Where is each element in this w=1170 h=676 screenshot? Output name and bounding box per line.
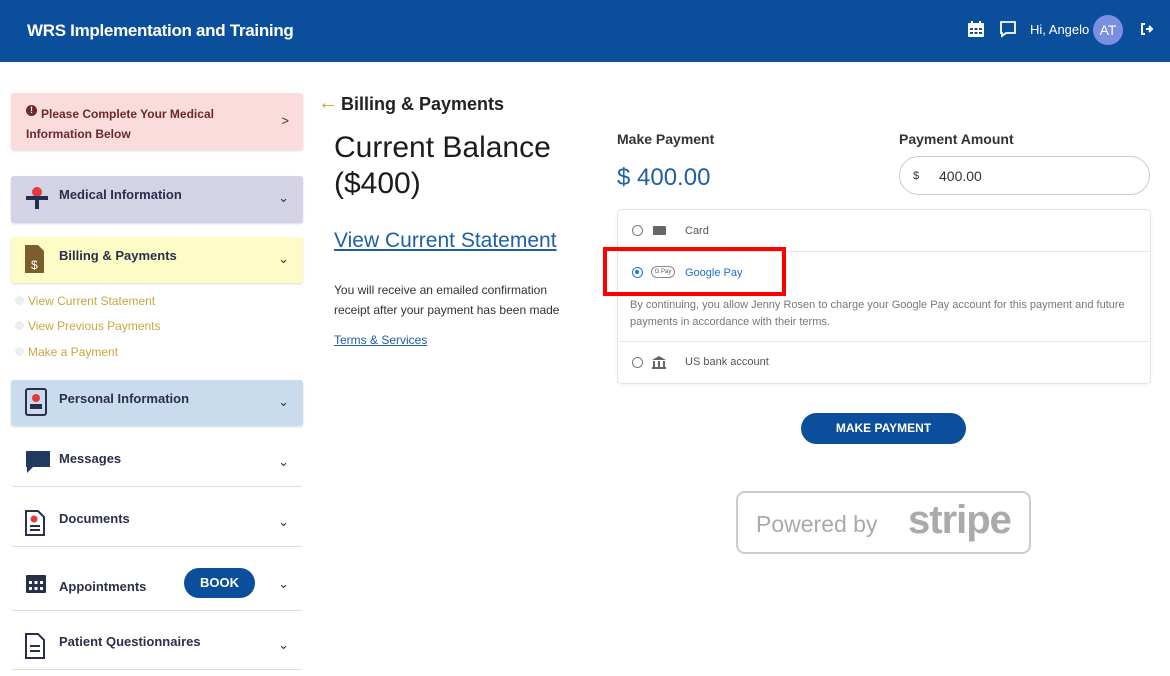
sidebar-item-label: Appointments: [59, 579, 147, 594]
sidebar-item-label: Documents: [59, 511, 130, 526]
make-payment-button[interactable]: MAKE PAYMENT: [801, 413, 966, 444]
currency-prefix: $: [913, 170, 920, 182]
chat-icon[interactable]: [999, 20, 1017, 38]
chevron-down-icon: ⌄: [278, 394, 289, 409]
sidebar-item-label: Personal Information: [59, 391, 190, 406]
sidebar-item-label: Billing & Payments: [59, 248, 177, 263]
card-radio[interactable]: [632, 225, 643, 236]
card-icon: [653, 226, 666, 235]
powered-by-text: Powered by: [756, 511, 878, 537]
contact-book-icon: [25, 388, 47, 416]
chevron-down-icon: ⌄: [278, 190, 289, 205]
card-label: Card: [685, 225, 709, 237]
chevron-down-icon: ⌄: [278, 576, 289, 591]
chevron-down-icon: ⌄: [278, 637, 289, 652]
top-bar: WRS Implementation and Training Hi, Ange…: [0, 0, 1170, 62]
highlight-box: [603, 247, 786, 296]
sidebar-item-label: Patient Questionnaires: [59, 634, 201, 649]
google-pay-icon: G Pay: [651, 266, 675, 278]
google-pay-note: By continuing, you allow Jenny Rosen to …: [630, 299, 1125, 328]
make-payment-amount: $ 400.00: [617, 164, 711, 191]
alert-text: Please Complete Your Medical Information…: [26, 107, 214, 141]
amount-value: 400.00: [939, 168, 982, 184]
make-payment-label: Make Payment: [617, 131, 715, 147]
link-make-a-payment[interactable]: Make a Payment: [28, 345, 119, 359]
google-pay-label: Google Pay: [685, 267, 743, 279]
user-greeting: Hi, Angelo: [1030, 22, 1090, 37]
bullet-icon: [15, 347, 24, 356]
medical-info-alert[interactable]: ! Please Complete Your Medical Informati…: [11, 93, 303, 150]
calendar-icon: [26, 575, 46, 593]
sidebar-item-medical-information[interactable]: Medical Information ⌄: [11, 176, 303, 223]
info-icon: !: [26, 105, 37, 116]
sidebar-item-patient-questionnaires[interactable]: Patient Questionnaires ⌄: [11, 623, 303, 670]
stripe-logo: stripe: [908, 498, 1012, 542]
invoice-dollar-icon: $: [25, 245, 44, 273]
app-title: WRS Implementation and Training: [27, 21, 294, 40]
sidebar-item-label: Messages: [59, 451, 122, 466]
avatar[interactable]: AT: [1093, 15, 1123, 45]
google-pay-radio[interactable]: [632, 267, 643, 278]
message-icon: [26, 451, 50, 473]
payment-option-us-bank[interactable]: US bank account: [618, 342, 1150, 384]
sidebar-item-label: Medical Information: [59, 187, 182, 202]
chevron-down-icon: ⌄: [278, 251, 289, 266]
bullet-icon: [15, 296, 24, 305]
sidebar-item-messages[interactable]: Messages ⌄: [11, 440, 303, 487]
back-arrow-icon[interactable]: ←: [318, 92, 338, 114]
questionnaire-icon: [25, 633, 45, 659]
bank-radio[interactable]: [632, 357, 643, 368]
payment-amount-label: Payment Amount: [899, 131, 1014, 147]
sidebar-item-appointments[interactable]: Appointments BOOK ⌄: [11, 562, 303, 611]
chevron-down-icon: ⌄: [278, 454, 289, 469]
payment-option-card[interactable]: Card: [618, 210, 1150, 252]
bank-label: US bank account: [685, 356, 769, 368]
book-button[interactable]: BOOK: [184, 568, 255, 598]
chevron-down-icon: ⌄: [278, 514, 289, 529]
page-title: Billing & Payments: [341, 94, 505, 114]
link-view-current-statement[interactable]: View Current Statement: [28, 294, 156, 308]
calendar-icon[interactable]: [967, 20, 985, 38]
sidebar-item-personal-information[interactable]: Personal Information ⌄: [11, 380, 303, 426]
document-icon: [25, 510, 45, 536]
payment-option-google-pay[interactable]: G Pay Google Pay By continuing, you allo…: [618, 252, 1150, 342]
current-balance: Current Balance ($400): [334, 131, 551, 200]
bullet-icon: [15, 321, 24, 330]
terms-link[interactable]: Terms & Services: [334, 333, 428, 347]
payment-amount-input[interactable]: $ 400.00: [899, 156, 1150, 195]
payment-method-selector: Card G Pay Google Pay By continuing, you…: [617, 209, 1151, 384]
link-view-previous-payments[interactable]: View Previous Payments: [28, 319, 161, 333]
medical-icon: [26, 187, 48, 209]
chevron-right-icon: >: [281, 113, 289, 128]
sidebar-item-documents[interactable]: Documents ⌄: [11, 500, 303, 547]
sidebar-item-billing-payments[interactable]: $ Billing & Payments ⌄: [11, 237, 303, 283]
bank-icon: [652, 356, 666, 369]
view-current-statement-link[interactable]: View Current Statement: [334, 229, 557, 252]
powered-by-stripe-badge: Powered by stripe: [736, 491, 1031, 554]
logout-icon[interactable]: [1140, 22, 1154, 36]
receipt-note: You will receive an emailed confirmation…: [334, 283, 560, 317]
svg-text:$: $: [31, 258, 38, 272]
